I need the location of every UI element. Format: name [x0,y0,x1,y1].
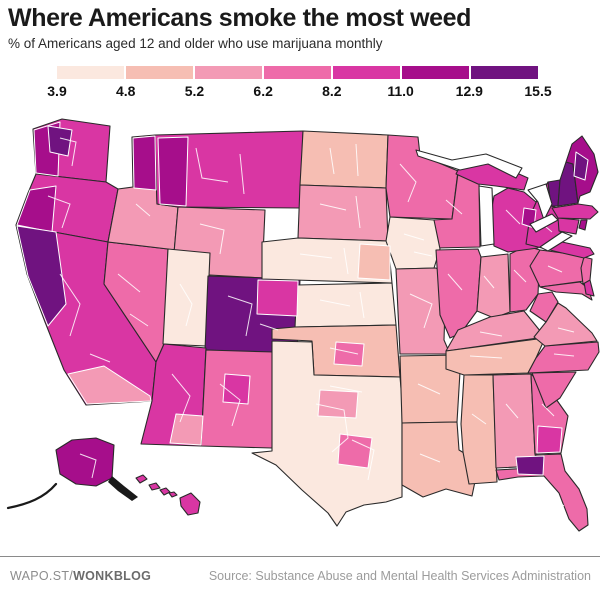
subregion-FL-panhandle [515,455,545,476]
state-HI-big-island [179,492,201,516]
legend-tick-4.8: 4.8 [115,83,136,99]
state-AL [492,373,538,469]
subregion-NE-east [357,243,391,281]
state-CT [557,217,580,235]
state-HI-island [168,491,178,498]
state-MD [539,281,593,301]
legend-swatch-1 [126,66,193,79]
subregion-MT-west [157,136,189,207]
state-MA [551,203,599,220]
subregion-ME-interior [573,151,589,181]
state-MT [154,130,304,209]
map-container [0,104,600,552]
lake-ontario [529,213,559,233]
state-WV [529,291,559,323]
state-VA [533,302,598,347]
subregion-TX-north [317,389,359,419]
legend-tick-11.0: 11.0 [387,83,414,99]
substate-boundaries [47,137,575,507]
state-IN [476,253,511,319]
state-NJ [580,256,593,285]
subregion-ID-panhandle [132,135,157,191]
subregion-TX-central [337,433,373,469]
legend-tick-5.2: 5.2 [184,83,205,99]
legend-tick-15.5: 15.5 [524,83,552,99]
legend-swatch-0 [57,66,124,79]
subregion-GA-south [536,425,563,454]
lake-huron [527,183,553,221]
legend-swatch-2 [195,66,262,79]
legend-tick-8.2: 8.2 [322,83,342,99]
state-KY [445,310,546,352]
subregion-NM-central [222,373,251,405]
footer: WAPO.ST/WONKBLOG Source: Substance Abuse… [0,556,600,601]
lake-superior [415,149,523,179]
brand-bold: WONKBLOG [73,569,152,583]
state-ND [299,130,389,189]
legend-tick-6.2: 6.2 [253,83,273,99]
lake-erie [539,231,573,252]
legend-tick-3.9: 3.9 [47,83,67,99]
legend-swatch-4 [333,66,400,79]
legend-swatch-5 [402,66,469,79]
subregion-CO-northeast [256,279,299,317]
state-RI [578,219,588,231]
state-LA [401,421,480,498]
legend-ticks: 3.9 4.8 5.2 6.2 8.2 11.0 12.9 15.5 [47,83,551,99]
legend-swatch-3 [264,66,331,79]
state-MN [385,134,459,220]
subregion-OR-west [16,185,57,233]
state-SC [531,371,577,409]
brand-prefix: WAPO.ST/ [10,569,74,583]
brand: WAPO.ST/WONKBLOG [10,569,151,583]
legend-swatch-6 [471,66,538,79]
aleutian-islands [6,482,58,510]
state-IL [435,248,482,339]
state-HI-island [159,487,171,496]
page-subtitle: % of Americans aged 12 and older who use… [8,36,383,51]
state-SD [297,184,389,242]
page-title: Where Americans smoke the most weed [8,4,472,32]
state-HI-island [135,474,148,484]
state-IA [385,216,441,270]
state-HI-island [148,482,161,491]
great-lakes [415,149,573,252]
state-MS [460,374,498,485]
subregion-WA-puget-sound [47,125,73,157]
source-credit: Source: Substance Abuse and Mental Healt… [208,569,591,583]
state-AK [55,437,115,487]
subregion-CA-south [67,365,152,405]
us-choropleth-map [6,118,600,532]
state-NC [527,341,600,374]
legend-swatches [57,66,538,79]
legend: 3.9 4.8 5.2 6.2 8.2 11.0 12.9 15.5 [47,66,552,100]
subregion-AZ-southeast [169,413,204,446]
subregion-OK-central [333,341,365,367]
subregion-CA-north-coast [16,225,67,327]
state-TX [251,340,403,527]
state-UT [162,248,211,347]
lake-michigan [478,185,495,247]
alaska-panhandle-coast [108,476,138,501]
state-MO [395,267,451,355]
legend-tick-12.9: 12.9 [455,83,483,99]
